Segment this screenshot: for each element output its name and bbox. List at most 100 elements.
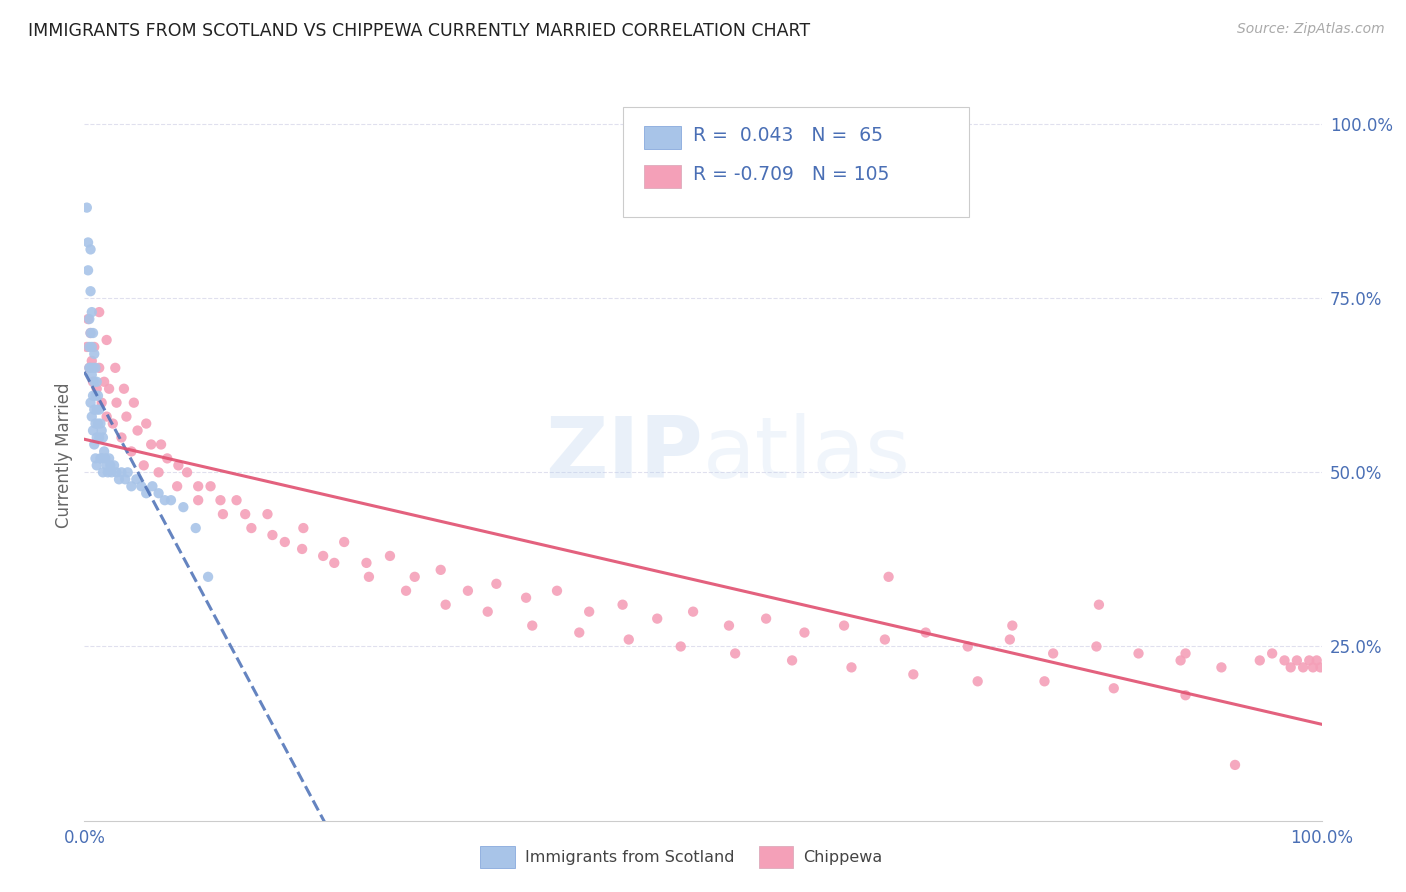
Point	[780, 653, 803, 667]
Point	[148, 486, 170, 500]
Text: ZIP: ZIP	[546, 413, 703, 497]
Point	[1302, 660, 1324, 674]
Point	[79, 360, 101, 375]
Point	[1292, 660, 1315, 674]
Point	[1128, 647, 1150, 661]
Point	[356, 556, 378, 570]
Point	[291, 541, 314, 556]
Point	[84, 360, 107, 375]
Point	[79, 312, 101, 326]
Point	[87, 389, 110, 403]
Point	[115, 409, 138, 424]
Point	[225, 493, 247, 508]
Point	[669, 640, 692, 654]
Point	[82, 389, 104, 403]
Text: Immigrants from Scotland: Immigrants from Scotland	[524, 850, 734, 864]
Point	[209, 493, 232, 508]
Point	[89, 417, 111, 431]
Point	[86, 458, 108, 473]
Point	[82, 375, 104, 389]
Point	[1279, 660, 1302, 674]
Point	[98, 458, 121, 473]
Point	[91, 466, 114, 480]
Point	[93, 375, 115, 389]
Point	[166, 479, 188, 493]
Point	[100, 466, 122, 480]
Point	[84, 417, 107, 431]
Point	[83, 402, 105, 417]
Point	[755, 612, 778, 626]
Point	[233, 507, 256, 521]
Point	[97, 466, 120, 480]
Point	[79, 340, 101, 354]
Point	[1170, 653, 1192, 667]
Point	[645, 612, 668, 626]
Point	[79, 395, 101, 409]
Point	[903, 667, 925, 681]
Point	[79, 243, 101, 257]
Point	[612, 598, 634, 612]
Bar	[644, 126, 681, 149]
Point	[395, 583, 418, 598]
Point	[125, 472, 148, 486]
Point	[153, 493, 176, 508]
Point	[84, 389, 107, 403]
Text: Chippewa: Chippewa	[803, 850, 883, 864]
Point	[1001, 618, 1024, 632]
Point	[79, 284, 101, 298]
Bar	[759, 847, 793, 868]
Point	[522, 618, 544, 632]
Point	[832, 618, 855, 632]
Point	[682, 605, 704, 619]
Point	[200, 479, 222, 493]
Point	[141, 479, 163, 493]
Point	[333, 535, 356, 549]
Text: R = -0.709   N = 105: R = -0.709 N = 105	[693, 164, 890, 184]
Point	[172, 500, 194, 515]
Point	[120, 444, 142, 458]
Point	[262, 528, 284, 542]
Text: Source: ZipAtlas.com: Source: ZipAtlas.com	[1237, 22, 1385, 37]
Point	[256, 507, 278, 521]
Point	[79, 360, 101, 375]
Point	[89, 402, 111, 417]
Point	[1274, 653, 1296, 667]
Point	[404, 570, 426, 584]
Point	[77, 312, 100, 326]
Point	[103, 458, 125, 473]
Point	[1285, 653, 1308, 667]
Point	[82, 360, 104, 375]
Point	[1249, 653, 1271, 667]
Point	[90, 395, 112, 409]
Point	[148, 466, 170, 480]
Point	[176, 466, 198, 480]
Point	[86, 382, 108, 396]
Point	[104, 360, 127, 375]
Point	[77, 263, 100, 277]
Point	[1042, 647, 1064, 661]
Point	[101, 417, 124, 431]
Point	[122, 395, 145, 409]
Point	[135, 417, 157, 431]
Point	[160, 493, 183, 508]
Point	[93, 444, 115, 458]
Point	[117, 466, 139, 480]
Point	[841, 660, 863, 674]
Point	[127, 424, 149, 438]
Point	[86, 430, 108, 444]
Point	[96, 409, 118, 424]
Point	[86, 402, 108, 417]
Point	[83, 340, 105, 354]
Point	[108, 472, 131, 486]
Point	[112, 382, 135, 396]
Point	[79, 326, 101, 340]
Point	[83, 347, 105, 361]
Point	[956, 640, 979, 654]
Point	[546, 583, 568, 598]
Point	[187, 493, 209, 508]
Point	[80, 354, 103, 368]
Point	[323, 556, 346, 570]
Point	[429, 563, 451, 577]
Point	[167, 458, 190, 473]
Point	[129, 479, 152, 493]
